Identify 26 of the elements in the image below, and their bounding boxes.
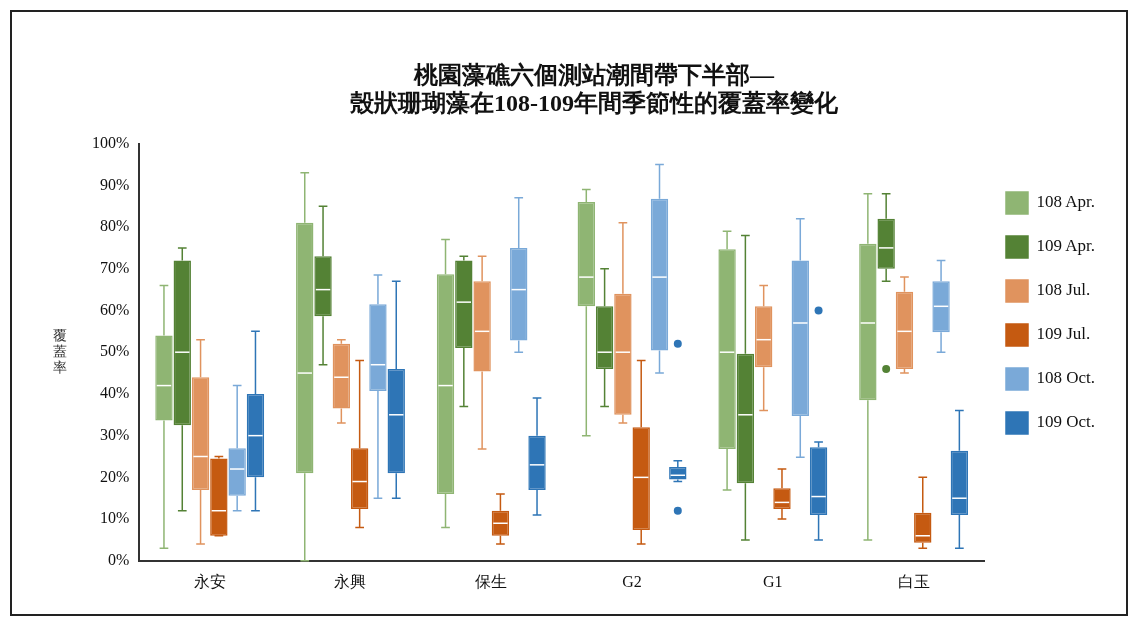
y-tick-label: 100% [92, 133, 130, 151]
legend-label: 109 Jul. [1036, 324, 1091, 344]
y-tick-label: 70% [100, 258, 130, 276]
legend-label: 108 Apr. [1036, 192, 1096, 212]
x-tick-label: 永興 [334, 572, 367, 590]
y-tick-label: 30% [100, 425, 130, 443]
legend-label: 109 Apr. [1036, 236, 1096, 256]
y-axis-title: 覆蓋率 [53, 327, 67, 375]
y-tick-label: 0% [108, 551, 130, 568]
x-tick-label: 保生 [475, 572, 508, 590]
text: 殼狀珊瑚藻在108-109年間季節性的覆蓋率變化 [350, 90, 838, 117]
y-tick-label: 50% [100, 342, 130, 360]
x-tick-label: G1 [763, 572, 783, 590]
x-tick-label: 永安 [193, 572, 226, 590]
y-tick-label: 80% [100, 217, 130, 235]
y-tick-label: 10% [100, 509, 130, 527]
y-tick-label: 90% [100, 175, 130, 193]
x-tick-label: G2 [622, 572, 642, 590]
y-tick-label: 60% [100, 300, 130, 318]
y-tick-label: 20% [100, 467, 130, 485]
legend-label: 108 Oct. [1036, 368, 1096, 388]
legend-label: 108 Jul. [1036, 280, 1091, 300]
text: 桃園藻礁六個測站潮間帶下半部— [414, 61, 774, 88]
legend-label: 109 Oct. [1036, 412, 1096, 432]
y-tick-label: 40% [100, 384, 130, 402]
x-tick-label: 白玉 [897, 572, 930, 590]
